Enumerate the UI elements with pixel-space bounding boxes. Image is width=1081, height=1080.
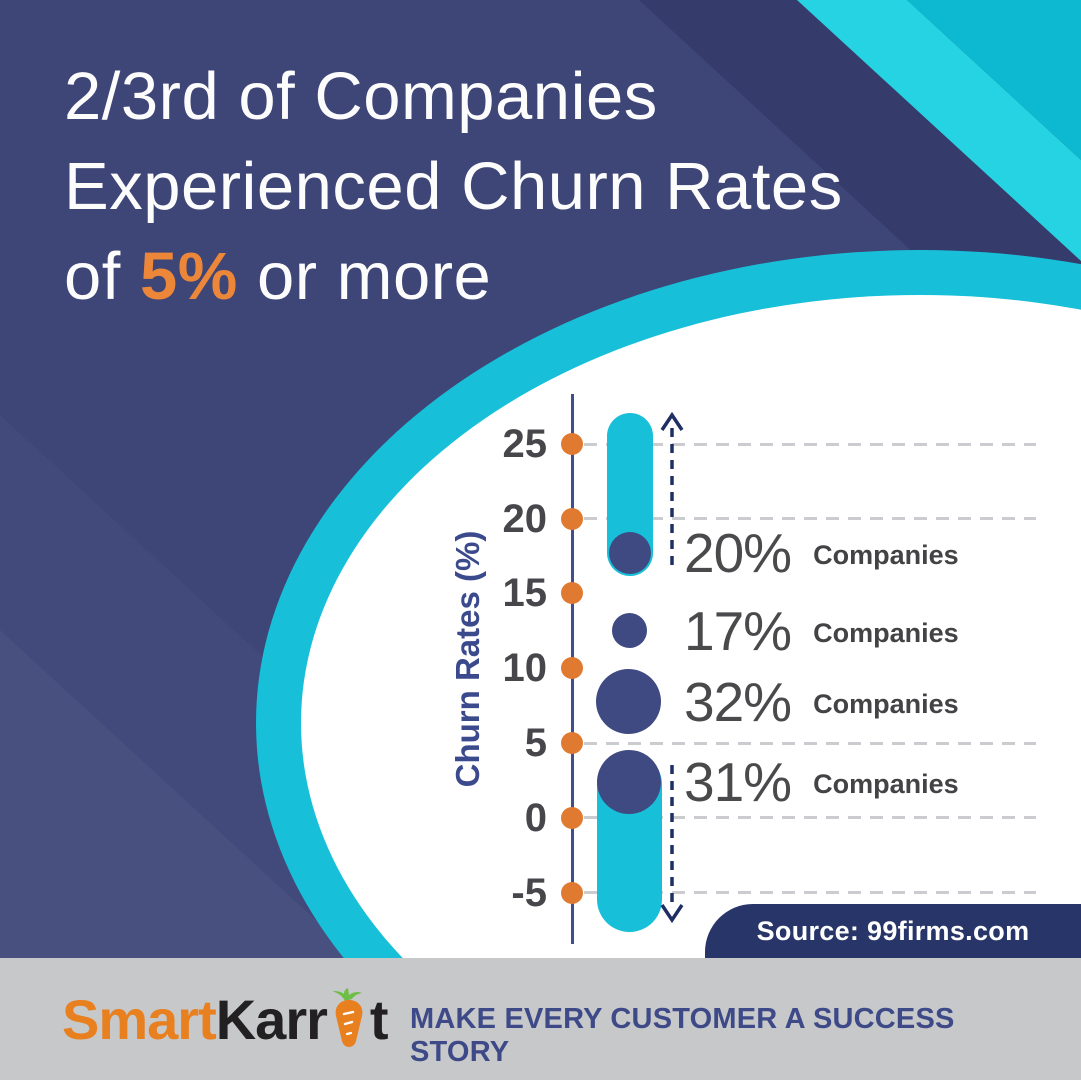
data-label-row: 32% Companies: [684, 670, 959, 734]
gridline-neg5: [584, 891, 1036, 894]
source-badge: Source: 99firms.com: [705, 904, 1081, 958]
data-label-unit: Companies: [813, 617, 959, 648]
data-label-unit: Companies: [813, 768, 959, 799]
data-label-value: 20%: [684, 522, 792, 584]
data-label-row: 17% Companies: [684, 599, 959, 663]
data-label-unit: Companies: [813, 539, 959, 570]
data-label-row: 20% Companies: [684, 521, 959, 585]
arrow-up-icon: [660, 411, 684, 568]
gridline-20: [584, 517, 1036, 520]
tick-label-25: 25: [502, 422, 548, 466]
title-highlight: 5%: [140, 239, 238, 314]
logo-text-karr: Karr: [215, 988, 328, 1051]
footer-tagline: MAKE EVERY CUSTOMER A SUCCESS STORY: [410, 1003, 955, 1068]
carrot-icon: [332, 988, 363, 1047]
tick-label-5: 5: [524, 721, 547, 765]
tick-label-20: 20: [502, 497, 548, 541]
title-line-3: of 5% or more: [64, 239, 492, 314]
tick-dot-25: [561, 433, 583, 455]
tick-dot-20: [561, 508, 583, 530]
logo-text-t: t: [369, 988, 389, 1051]
gridline-5: [584, 742, 1036, 745]
tick-dot-10: [561, 657, 583, 679]
logo-text-smart: Smart: [62, 988, 217, 1051]
title-line-2: Experienced Churn Rates: [64, 149, 843, 224]
title-line-1: 2/3rd of Companies: [64, 59, 658, 134]
data-label-value: 32%: [684, 671, 792, 733]
data-label-unit: Companies: [813, 688, 959, 719]
bubble-31pct: [597, 750, 661, 814]
bubble-17pct: [612, 613, 647, 648]
data-label-value: 31%: [684, 751, 792, 813]
tick-label-neg5: -5: [511, 871, 547, 915]
bubble-32pct: [596, 669, 661, 734]
bubble-20pct: [609, 532, 651, 574]
page-title: 2/3rd of Companies Experienced Churn Rat…: [64, 52, 964, 322]
smartkarrot-logo[interactable]: Smart Karr t: [62, 988, 389, 1051]
tick-dot-0: [561, 807, 583, 829]
tick-dot-15: [561, 582, 583, 604]
source-text: Source: 99firms.com: [756, 915, 1030, 946]
gridline-25: [584, 443, 1036, 446]
footer-bar: [0, 958, 1081, 1080]
data-label-row: 31% Companies: [684, 750, 959, 814]
tick-dot-5: [561, 732, 583, 754]
data-label-value: 17%: [684, 600, 792, 662]
gridline-0: [584, 816, 1036, 819]
tick-label-10: 10: [502, 646, 548, 690]
tick-dot-neg5: [561, 882, 583, 904]
arrow-down-icon: [660, 765, 684, 924]
tick-label-0: 0: [524, 796, 547, 840]
tick-label-15: 15: [502, 571, 548, 615]
